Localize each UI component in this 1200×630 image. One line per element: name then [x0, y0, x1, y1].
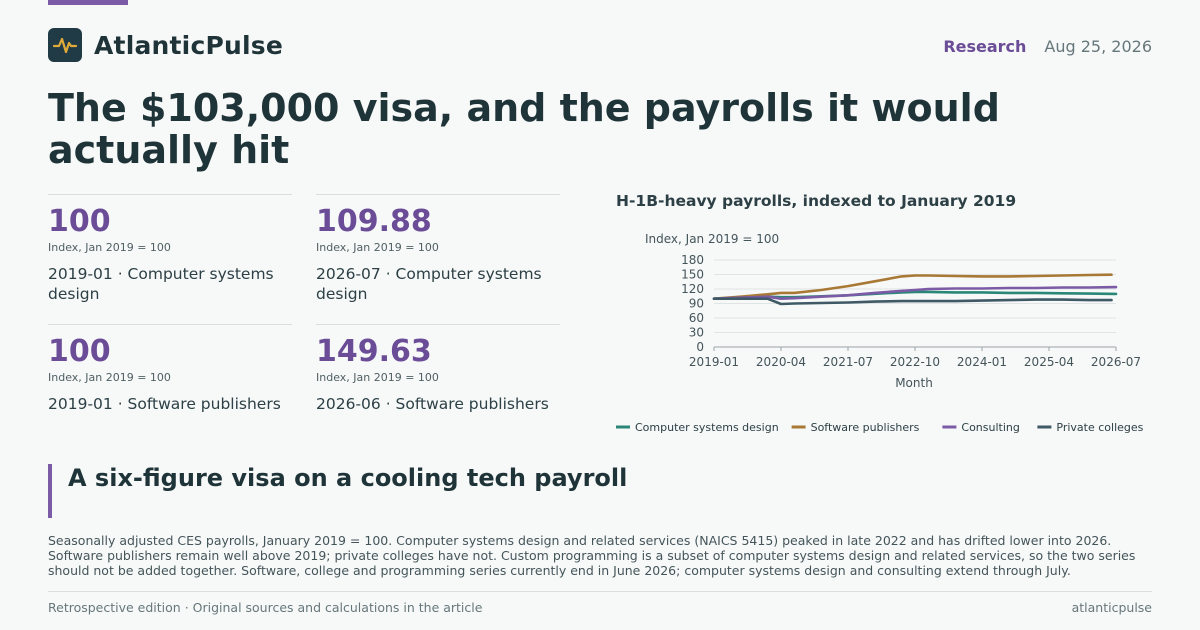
publish-date: Aug 25, 2026 — [1044, 37, 1152, 56]
stat-value: 100 — [48, 334, 111, 369]
series-line — [712, 273, 1113, 300]
x-axis-label: Month — [895, 376, 933, 390]
footer-site[interactable]: atlanticpulse — [1071, 600, 1152, 615]
x-tick-label: 2024-01 — [957, 355, 1007, 369]
subheadline-block: A six-figure visa on a cooling tech payr… — [48, 464, 627, 518]
stat-value: 149.63 — [316, 334, 432, 369]
section-link[interactable]: Research — [943, 37, 1027, 56]
legend-label: Software publishers — [811, 421, 920, 434]
stat-card: 149.63 Index, Jan 2019 = 100 2026-06 · S… — [316, 324, 560, 414]
stat-card: 109.88 Index, Jan 2019 = 100 2026-07 · C… — [316, 194, 560, 304]
stat-card: 100 Index, Jan 2019 = 100 2019-01 · Comp… — [48, 194, 292, 304]
x-tick-label: 2020-04 — [756, 355, 806, 369]
y-tick-label: 0 — [696, 340, 704, 354]
accent-bar — [48, 0, 128, 5]
y-tick-label: 30 — [689, 326, 704, 340]
y-tick-label: 60 — [689, 311, 704, 325]
stat-label: 2026-06 · Software publishers — [316, 395, 549, 413]
x-tick-label: 2019-01 — [689, 355, 739, 369]
stat-unit: Index, Jan 2019 = 100 — [316, 241, 439, 254]
chart-title: H-1B-heavy payrolls, indexed to January … — [616, 192, 1017, 210]
y-tick-label: 90 — [689, 297, 704, 311]
brand[interactable]: AtlanticPulse — [48, 28, 283, 62]
y-tick-label: 180 — [681, 253, 704, 267]
stat-label: 2019-01 · Software publishers — [48, 395, 281, 413]
stat-unit: Index, Jan 2019 = 100 — [316, 371, 439, 384]
footer-divider — [48, 591, 1152, 592]
y-axis-label: Index, Jan 2019 = 100 — [645, 232, 779, 246]
x-tick-label: 2021-07 — [823, 355, 873, 369]
body-text: Seasonally adjusted CES payrolls, Januar… — [48, 533, 1136, 578]
header-meta: Research Aug 25, 2026 — [943, 37, 1152, 56]
legend-label: Consulting — [961, 421, 1019, 434]
pulse-icon — [48, 28, 82, 62]
stat-label: 2026-07 · Computer systems design — [316, 265, 542, 303]
series-line — [712, 285, 1118, 300]
y-tick-label: 150 — [681, 268, 704, 282]
stat-unit: Index, Jan 2019 = 100 — [48, 241, 171, 254]
series-line — [712, 297, 1113, 306]
x-tick-label: 2022-10 — [890, 355, 940, 369]
stat-value: 100 — [48, 204, 111, 239]
stat-value: 109.88 — [316, 204, 432, 239]
y-tick-label: 120 — [681, 282, 704, 296]
headline: The $103,000 visa, and the payrolls it w… — [48, 86, 1000, 172]
subheadline: A six-figure visa on a cooling tech payr… — [68, 464, 628, 492]
stat-label: 2019-01 · Computer systems design — [48, 265, 274, 303]
x-tick-label: 2025-04 — [1024, 355, 1074, 369]
x-tick-label: 2026-07 — [1091, 355, 1141, 369]
stat-unit: Index, Jan 2019 = 100 — [48, 371, 171, 384]
brand-name: AtlanticPulse — [94, 30, 284, 60]
legend-label: Computer systems design — [635, 421, 779, 434]
footer-note: Retrospective edition · Original sources… — [48, 600, 483, 615]
stat-card: 100 Index, Jan 2019 = 100 2019-01 · Soft… — [48, 324, 292, 414]
legend-label: Private colleges — [1056, 421, 1143, 434]
